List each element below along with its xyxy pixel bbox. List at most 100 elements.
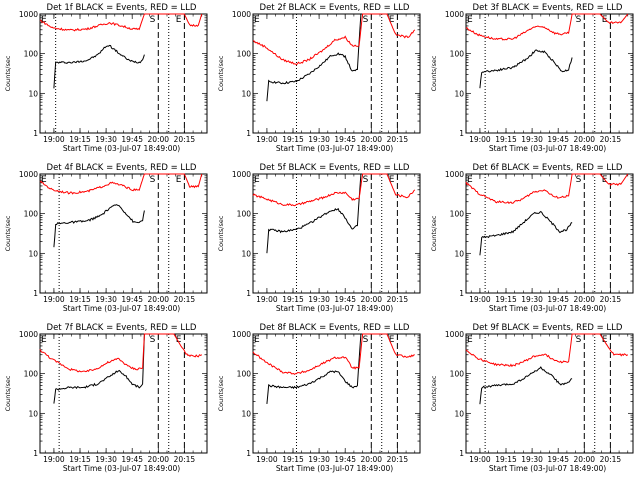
y-axis-label: Counts/sec <box>430 55 438 91</box>
x-tick-label: 20:00 <box>573 455 595 464</box>
y-tick-label: 100 <box>237 50 252 59</box>
chart-svg: Det 3f BLACK = Events, RED = LLD 1 10 100 10… <box>430 3 634 153</box>
chart-title: Det 6f BLACK = Events, RED = LLD <box>473 163 623 173</box>
x-tick-label: 19:00 <box>43 295 65 304</box>
marker-label: E <box>389 335 395 345</box>
marker-label: S <box>363 335 369 345</box>
marker-label: E <box>602 335 608 345</box>
chart-svg: Det 9f BLACK = Events, RED = LLD 1 10 100 10… <box>430 323 634 473</box>
series-events-line <box>266 13 362 102</box>
y-tick-label: 1 <box>459 129 464 138</box>
marker-label: S <box>576 175 582 185</box>
series-events-line <box>479 49 573 89</box>
y-tick-label: 1 <box>459 289 464 298</box>
x-tick-label: 20:00 <box>360 455 382 464</box>
chart-svg: Det 6f BLACK = Events, RED = LLD 1 10 100 10… <box>430 163 634 313</box>
series-lld-line <box>252 333 415 376</box>
y-axis-label: Counts/sec <box>4 375 12 411</box>
x-tick-label: 20:00 <box>360 295 382 304</box>
x-tick-label: 19:30 <box>95 295 117 304</box>
x-tick-label: 19:15 <box>69 455 91 464</box>
y-axis-label: Counts/sec <box>4 55 12 91</box>
x-tick-label: 19:45 <box>547 455 569 464</box>
x-tick-label: 20:15 <box>174 295 196 304</box>
x-tick-label: 19:45 <box>121 135 143 144</box>
start-marker-label: E <box>467 175 473 185</box>
x-axis-label: Start Time (03-Jul-07 18:49:00) <box>489 144 606 153</box>
detector-panel: Det 8f BLACK = Events, RED = LLD 1 10 100 10… <box>213 320 426 480</box>
plot-frame <box>465 173 634 294</box>
x-tick-label: 19:00 <box>469 295 491 304</box>
series-events-line <box>479 366 573 405</box>
plot-frame <box>39 173 208 294</box>
y-tick-label: 1000 <box>445 10 464 19</box>
series-lld-line <box>39 333 203 373</box>
start-marker-label: E <box>467 335 473 345</box>
x-tick-label: 19:45 <box>121 455 143 464</box>
plot-frame <box>465 13 634 134</box>
y-tick-label: 10 <box>28 89 38 98</box>
x-tick-label: 19:45 <box>547 135 569 144</box>
y-tick-label: 10 <box>241 89 251 98</box>
series-lld-line <box>252 13 416 66</box>
y-tick-label: 1000 <box>445 330 464 339</box>
x-tick-label: 20:00 <box>147 135 169 144</box>
plot-frame <box>39 333 208 454</box>
x-axis-label: Start Time (03-Jul-07 18:49:00) <box>63 144 180 153</box>
marker-label: S <box>363 175 369 185</box>
x-tick-label: 19:00 <box>469 455 491 464</box>
y-axis-label: Counts/sec <box>4 215 12 251</box>
x-tick-label: 20:00 <box>147 455 169 464</box>
y-tick-label: 100 <box>24 50 39 59</box>
series-lld-line <box>252 173 416 207</box>
marker-label: E <box>389 15 395 25</box>
x-tick-label: 19:45 <box>334 135 356 144</box>
x-tick-label: 20:15 <box>387 455 409 464</box>
chart-svg: Det 1f BLACK = Events, RED = LLD 1 10 100 10… <box>4 3 208 153</box>
x-tick-label: 19:15 <box>282 295 304 304</box>
x-tick-label: 19:00 <box>43 135 65 144</box>
x-tick-label: 19:30 <box>95 455 117 464</box>
y-axis-label: Counts/sec <box>430 215 438 251</box>
start-marker-label: E <box>41 15 47 25</box>
x-tick-label: 20:00 <box>147 295 169 304</box>
y-tick-label: 10 <box>454 409 464 418</box>
y-tick-label: 100 <box>450 50 465 59</box>
marker-label: S <box>363 15 369 25</box>
start-marker-label: E <box>254 335 260 345</box>
chart-title: Det 5f BLACK = Events, RED = LLD <box>260 163 410 173</box>
y-tick-label: 1 <box>246 289 251 298</box>
x-tick-label: 20:15 <box>387 135 409 144</box>
x-tick-label: 19:15 <box>69 135 91 144</box>
y-tick-label: 100 <box>450 210 465 219</box>
y-tick-label: 10 <box>454 249 464 258</box>
marker-label: E <box>176 15 182 25</box>
series-lld-line <box>39 173 203 195</box>
plot-frame <box>39 13 208 134</box>
y-tick-label: 1000 <box>445 170 464 179</box>
chart-title: Det 1f BLACK = Events, RED = LLD <box>47 3 197 13</box>
y-tick-label: 100 <box>24 370 39 379</box>
x-tick-label: 20:00 <box>360 135 382 144</box>
detector-panel: Det 5f BLACK = Events, RED = LLD 1 10 100 10… <box>213 160 426 320</box>
x-tick-label: 19:00 <box>256 455 278 464</box>
y-tick-label: 1 <box>33 449 38 458</box>
x-tick-label: 19:00 <box>256 295 278 304</box>
marker-label: S <box>576 15 582 25</box>
series-events-line <box>53 44 145 89</box>
y-tick-label: 1000 <box>19 10 38 19</box>
x-tick-label: 19:15 <box>495 455 517 464</box>
chart-svg: Det 4f BLACK = Events, RED = LLD 1 10 100 10… <box>4 163 208 313</box>
y-tick-label: 10 <box>241 249 251 258</box>
y-tick-label: 100 <box>237 370 252 379</box>
x-tick-label: 19:00 <box>43 455 65 464</box>
y-tick-label: 1 <box>246 129 251 138</box>
chart-title: Det 4f BLACK = Events, RED = LLD <box>47 163 197 173</box>
x-tick-label: 20:00 <box>573 295 595 304</box>
series-events-line <box>53 333 145 404</box>
y-axis-label: Counts/sec <box>217 375 225 411</box>
y-tick-label: 1000 <box>232 170 251 179</box>
detector-panel: Det 6f BLACK = Events, RED = LLD 1 10 100 10… <box>426 160 639 320</box>
x-axis-label: Start Time (03-Jul-07 18:49:00) <box>63 304 180 313</box>
